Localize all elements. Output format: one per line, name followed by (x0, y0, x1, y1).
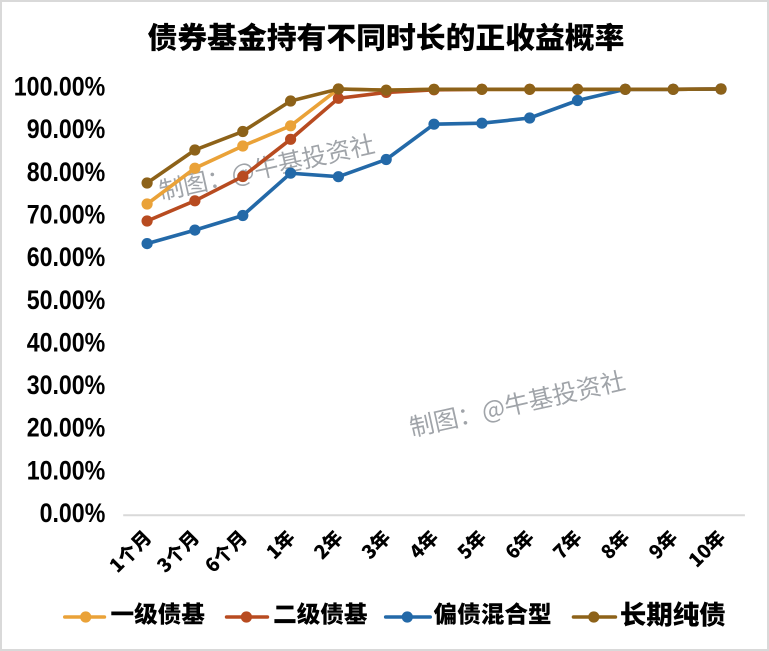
svg-text:10.00%: 10.00% (27, 455, 106, 485)
svg-text:90.00%: 90.00% (27, 114, 106, 144)
svg-text:30.00%: 30.00% (27, 370, 106, 400)
svg-text:0.00%: 0.00% (40, 498, 106, 528)
svg-text:60.00%: 60.00% (27, 242, 106, 272)
svg-text:40.00%: 40.00% (27, 327, 106, 357)
svg-text:50.00%: 50.00% (27, 285, 106, 315)
svg-text:20.00%: 20.00% (27, 413, 106, 443)
svg-text:100.00%: 100.00% (14, 72, 106, 102)
svg-text:70.00%: 70.00% (27, 200, 106, 230)
svg-text:80.00%: 80.00% (27, 157, 106, 187)
